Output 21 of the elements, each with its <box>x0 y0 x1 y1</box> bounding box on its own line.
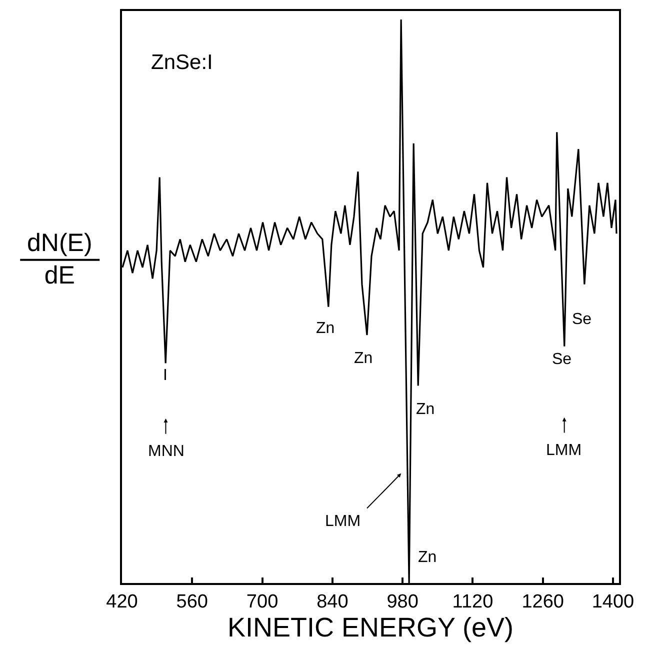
y-axis-title: dN(E) dE <box>27 229 92 290</box>
x-tick-label: 840 <box>316 592 348 613</box>
annotation: ZnSe:I <box>151 51 213 74</box>
annotation: MNN <box>148 443 184 460</box>
x-tick-label: 1120 <box>452 592 494 613</box>
annotation: Zn <box>416 401 435 418</box>
x-tick-label: 560 <box>176 592 208 613</box>
x-tick-label: 700 <box>246 592 278 613</box>
annotation: I <box>163 367 168 384</box>
annotation: Zn <box>418 549 437 566</box>
x-tick-label: 1260 <box>522 592 564 613</box>
x-tick-label: 420 <box>106 592 138 613</box>
x-axis-title: KINETIC ENERGY (eV) <box>227 612 514 643</box>
annotation: Se <box>552 351 572 368</box>
x-tick-label: 980 <box>386 592 418 613</box>
annotation: Zn <box>354 350 373 367</box>
annotation: Zn <box>316 320 335 337</box>
annotation: Se <box>572 311 592 328</box>
annotation: LMM <box>325 513 361 530</box>
x-tick-label: 1400 <box>592 592 634 613</box>
annotation: LMM <box>546 442 582 459</box>
